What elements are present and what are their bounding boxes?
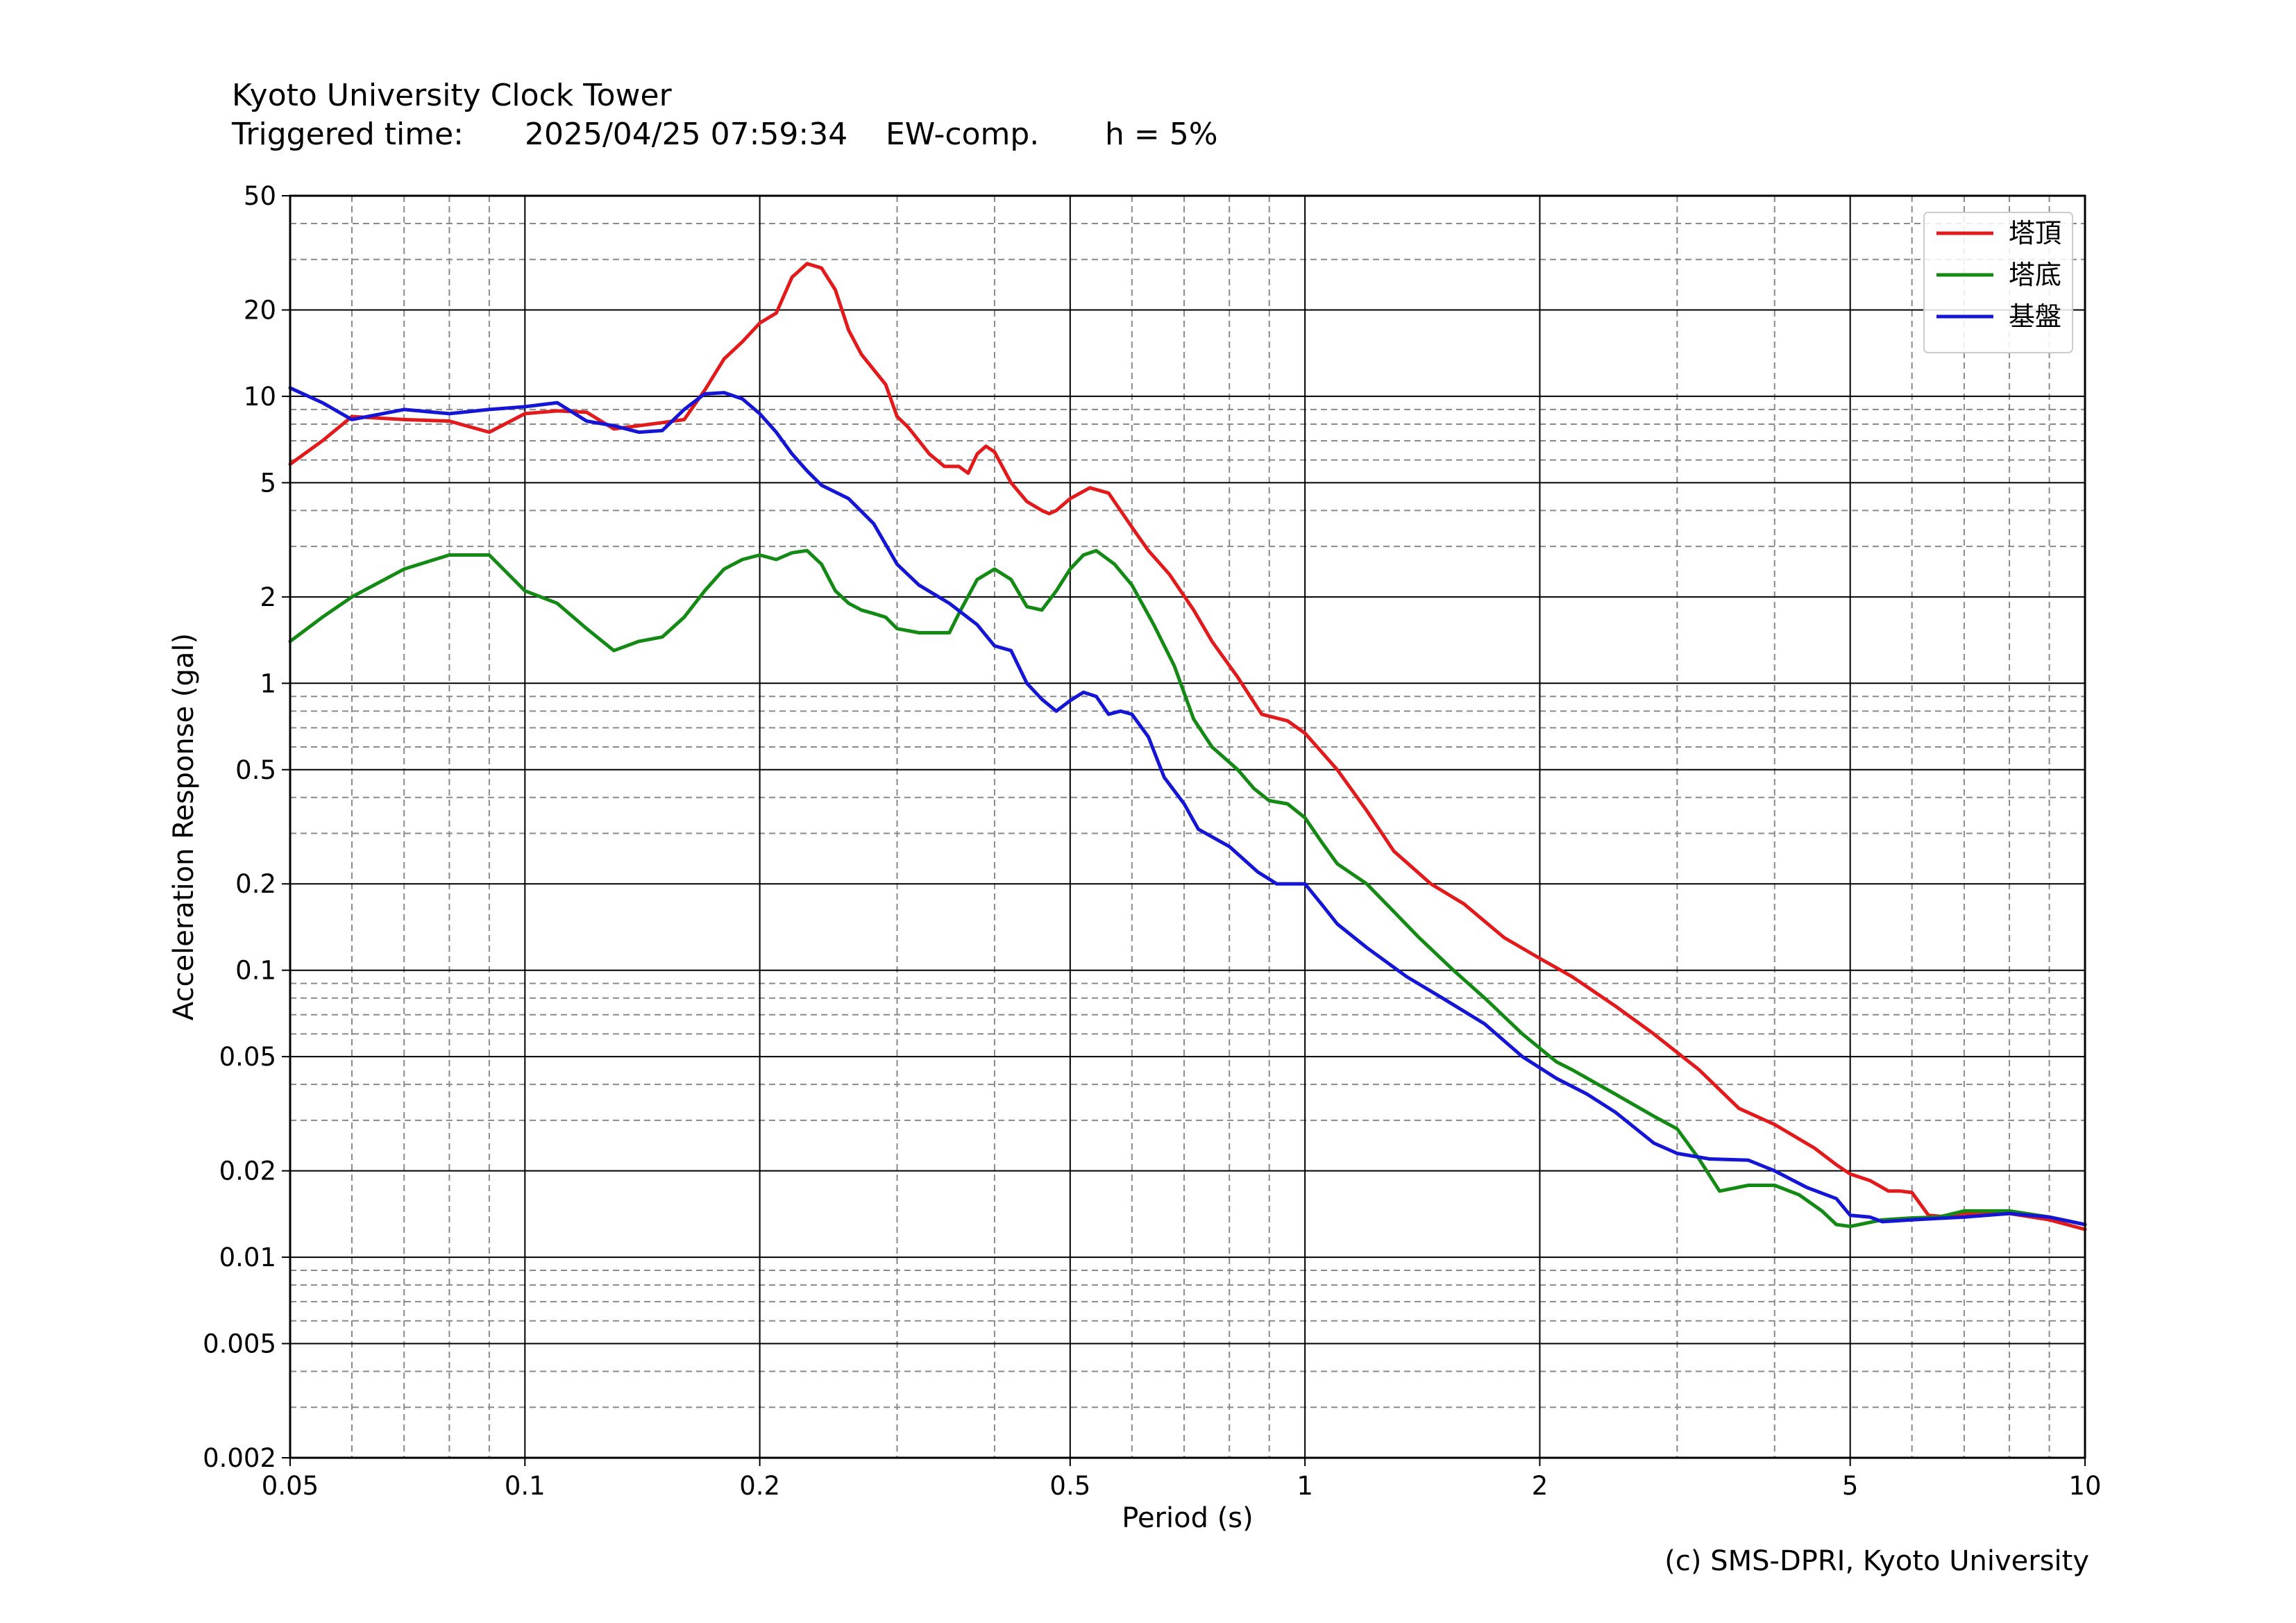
y-tick-label: 0.005 [203, 1329, 276, 1359]
x-axis-label: Period (s) [1122, 1502, 1253, 1534]
x-tick-label: 2 [1532, 1471, 1548, 1501]
chart-title: Kyoto University Clock Tower [232, 78, 672, 113]
x-tick-label: 1 [1297, 1471, 1313, 1501]
major-grid [290, 196, 2085, 1458]
legend-label-0: 塔頂 [2009, 218, 2061, 249]
y-tick-label: 1 [260, 668, 276, 698]
legend-label-2: 基盤 [2009, 301, 2061, 332]
series-line-1 [288, 548, 2087, 1229]
legend-label-1: 塔底 [2009, 260, 2061, 290]
y-tick-label: 0.2 [235, 869, 276, 899]
series-line-0 [288, 262, 2087, 1231]
x-tick-label: 5 [1842, 1471, 1859, 1501]
y-tick-label: 2 [260, 582, 276, 612]
x-tick-label: 0.1 [505, 1471, 546, 1501]
x-tick-label: 0.5 [1049, 1471, 1090, 1501]
triggered-label: Triggered time: [232, 117, 464, 152]
minor-grid [290, 196, 2085, 1458]
x-tick-label: 0.05 [262, 1471, 319, 1501]
y-tick-label: 0.05 [219, 1042, 276, 1072]
series-line-2 [288, 386, 2087, 1227]
axis-ticks: 0.05 0.1 0.2 0.5 1 2 5 10 0.002 0.005 0.01 0.02 0.05… [203, 181, 2101, 1501]
plot-frame [289, 194, 2086, 1459]
credit-text: (c) SMS-DPRI, Kyoto University [1664, 1545, 2089, 1577]
component-label: EW-comp. [886, 117, 1040, 152]
y-tick-label: 0.002 [203, 1443, 276, 1473]
y-tick-label: 5 [260, 468, 276, 498]
x-tick-label: 10 [2068, 1471, 2101, 1501]
series-layer [288, 262, 2087, 1231]
triggered-value: 2025/04/25 07:59:34 [525, 117, 848, 152]
y-tick-label: 0.02 [219, 1157, 276, 1186]
y-tick-label: 0.1 [235, 956, 276, 986]
y-tick-label: 50 [244, 181, 276, 211]
y-tick-label: 10 [244, 382, 276, 412]
y-axis-label: Acceleration Response (gal) [168, 633, 200, 1020]
x-tick-label: 0.2 [739, 1471, 780, 1501]
damping-label: h = 5% [1105, 117, 1218, 152]
y-tick-label: 20 [244, 295, 276, 325]
y-tick-label: 0.5 [235, 755, 276, 785]
y-tick-label: 0.01 [219, 1243, 276, 1272]
